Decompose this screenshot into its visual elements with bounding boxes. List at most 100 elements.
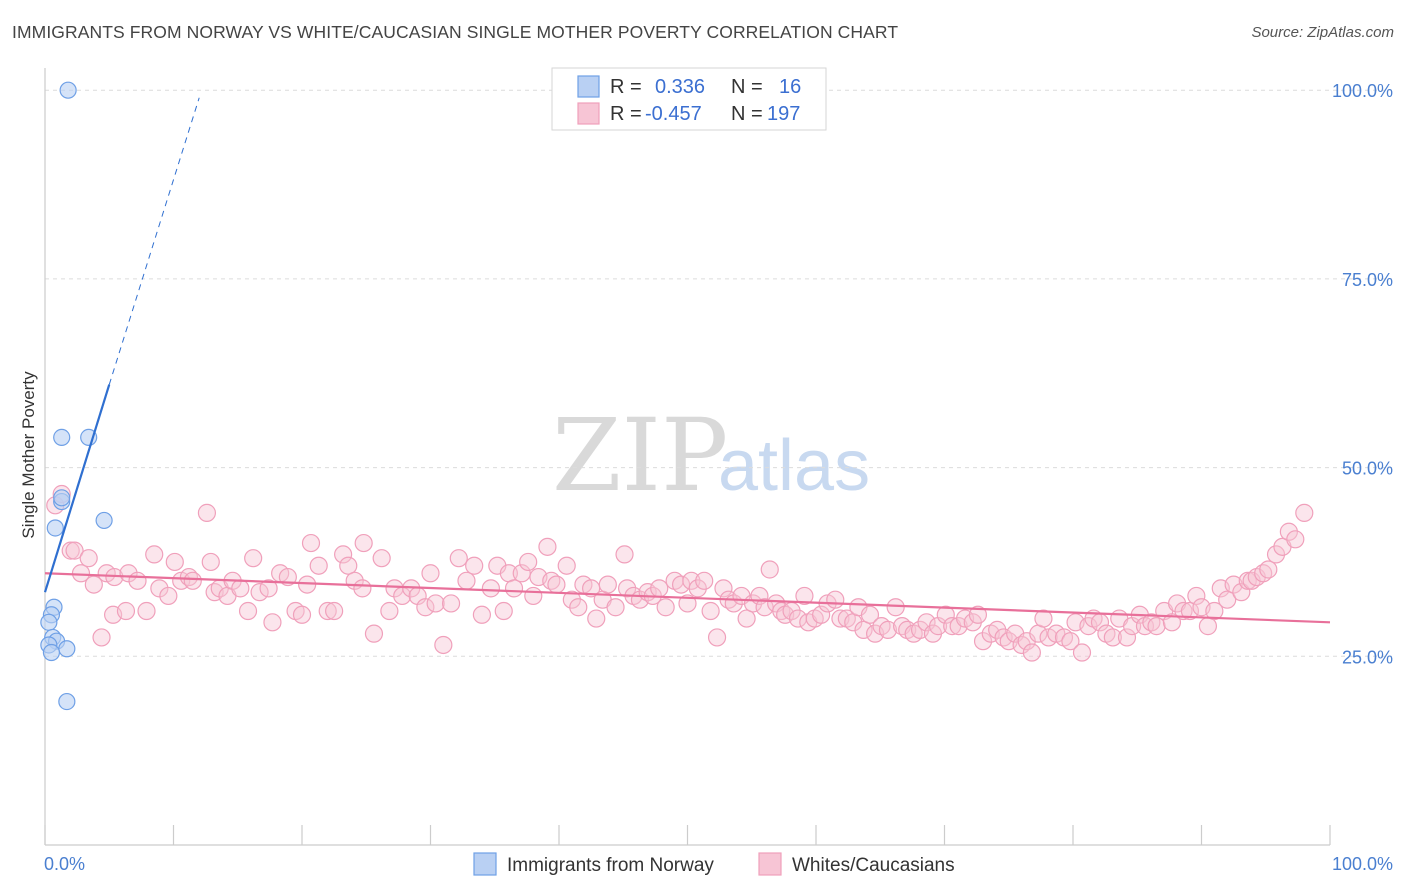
series-norway-points [40, 81, 113, 711]
bottom-legend-label-norway: Immigrants from Norway [507, 855, 714, 876]
whites-caucasians-point [301, 533, 321, 553]
legend-r-value-blue: 0.336 [655, 76, 705, 98]
legend-n-label-blue: N = [731, 76, 763, 98]
norway-point [42, 643, 61, 662]
norway-point [58, 640, 76, 658]
whites-caucasians-point [1205, 601, 1224, 621]
whites-caucasians-point [372, 549, 391, 568]
whites-caucasians-point [449, 549, 468, 568]
whites-caucasians-point [737, 609, 756, 628]
whites-caucasians-point [519, 552, 538, 572]
whites-caucasians-point [116, 601, 136, 621]
whites-caucasians-point [826, 590, 845, 609]
norway-point [40, 613, 58, 631]
whites-caucasians-point [1162, 613, 1182, 632]
whites-caucasians-point [557, 556, 576, 575]
whites-caucasians-point [678, 594, 697, 613]
axes [44, 68, 1331, 846]
whites-caucasians-point [606, 598, 625, 617]
whites-caucasians-point [1218, 590, 1237, 609]
legend-r-label-blue: R = [610, 76, 642, 98]
whites-caucasians-point [1022, 643, 1041, 662]
norway-point [58, 692, 76, 711]
chart-title: IMMIGRANTS FROM NORWAY VS WHITE/CAUCASIA… [12, 22, 899, 42]
y-tick-label: 75.0% [1342, 270, 1393, 290]
legend-swatch-pink [577, 102, 600, 125]
bottom-legend-swatch-blue [473, 852, 497, 876]
whites-caucasians-point [812, 605, 831, 624]
whites-caucasians-point [201, 552, 220, 572]
correlation-legend: R = 0.336 N = 16 R = -0.457 N = 197 [551, 67, 827, 131]
whites-caucasians-point [615, 545, 634, 564]
whites-caucasians-point [587, 609, 606, 628]
whites-caucasians-point [1232, 583, 1251, 602]
y-tick-label: 25.0% [1342, 647, 1393, 667]
legend-n-label-pink: N = [731, 103, 763, 125]
whites-caucasians-point [364, 624, 384, 643]
whites-caucasians-point [65, 541, 84, 560]
whites-caucasians-point [339, 556, 358, 575]
whites-caucasians-point [1238, 571, 1257, 590]
whites-caucasians-point [416, 598, 435, 617]
whites-caucasians-point [259, 579, 278, 598]
whites-caucasians-point [656, 598, 675, 617]
whites-caucasians-point [79, 549, 98, 568]
whites-caucasians-point [145, 545, 164, 564]
whites-caucasians-point [701, 601, 720, 621]
whites-caucasians-point [457, 571, 476, 590]
whites-caucasians-point [538, 537, 557, 556]
whites-caucasians-point [421, 564, 440, 583]
whites-caucasians-point [569, 598, 588, 617]
whites-caucasians-point [973, 632, 993, 651]
whites-caucasians-point [1174, 601, 1193, 621]
whites-caucasians-point [434, 635, 453, 655]
whites-caucasians-point [650, 579, 669, 598]
y-tick-label: 50.0% [1342, 459, 1393, 479]
whites-caucasians-point [618, 579, 637, 598]
whites-caucasians-point [159, 586, 178, 606]
whites-caucasians-point [325, 601, 344, 621]
whites-caucasians-point [494, 601, 513, 621]
whites-caucasians-point [183, 571, 202, 590]
whites-caucasians-point [1072, 643, 1092, 662]
whites-caucasians-point [682, 571, 701, 590]
series-legend: Immigrants from Norway Whites/Caucasians [473, 852, 955, 876]
whites-caucasians-point [197, 503, 217, 522]
whites-caucasians-point [231, 579, 250, 598]
whites-caucasians-point [481, 579, 500, 598]
whites-caucasians-point [354, 533, 373, 553]
whites-caucasians-point [309, 556, 328, 575]
legend-r-label-pink: R = [610, 103, 642, 125]
trend-line-norway-extension [108, 97, 200, 385]
x-tick-labels: 0.0% 100.0% [44, 854, 1393, 874]
whites-caucasians-point [504, 579, 524, 598]
whites-caucasians-point [334, 545, 353, 564]
whites-caucasians-point [472, 605, 491, 624]
whites-caucasians-point [854, 620, 873, 639]
legend-n-value-pink: 197 [767, 103, 800, 125]
whites-caucasians-point [1061, 632, 1080, 651]
gridlines [45, 89, 1392, 657]
bottom-legend-label-whites: Whites/Caucasians [792, 855, 955, 876]
whites-caucasians-point [1286, 530, 1305, 549]
x-tick-label-end: 100.0% [1332, 854, 1393, 874]
whites-caucasians-point [988, 620, 1007, 639]
whites-caucasians-point [318, 601, 337, 621]
trend-line-whites [44, 572, 1331, 624]
watermark-zip: ZIP [552, 397, 728, 514]
y-tick-label: 100.0% [1332, 81, 1393, 101]
whites-caucasians-point [760, 560, 779, 579]
whites-caucasians-point [1295, 503, 1314, 522]
whites-caucasians-point [61, 541, 80, 560]
whites-caucasians-point [1180, 601, 1200, 621]
whites-caucasians-point [353, 579, 372, 598]
whites-caucasians-point [1198, 617, 1218, 636]
trend-lines [43, 97, 1331, 624]
bottom-legend-swatch-pink [758, 852, 782, 876]
legend-r-value-pink: -0.457 [645, 103, 702, 125]
whites-caucasians-point [707, 628, 727, 647]
whites-caucasians-point [465, 556, 484, 575]
whites-caucasians-point [598, 575, 617, 594]
series-whites-caucasians-points [46, 484, 1314, 662]
